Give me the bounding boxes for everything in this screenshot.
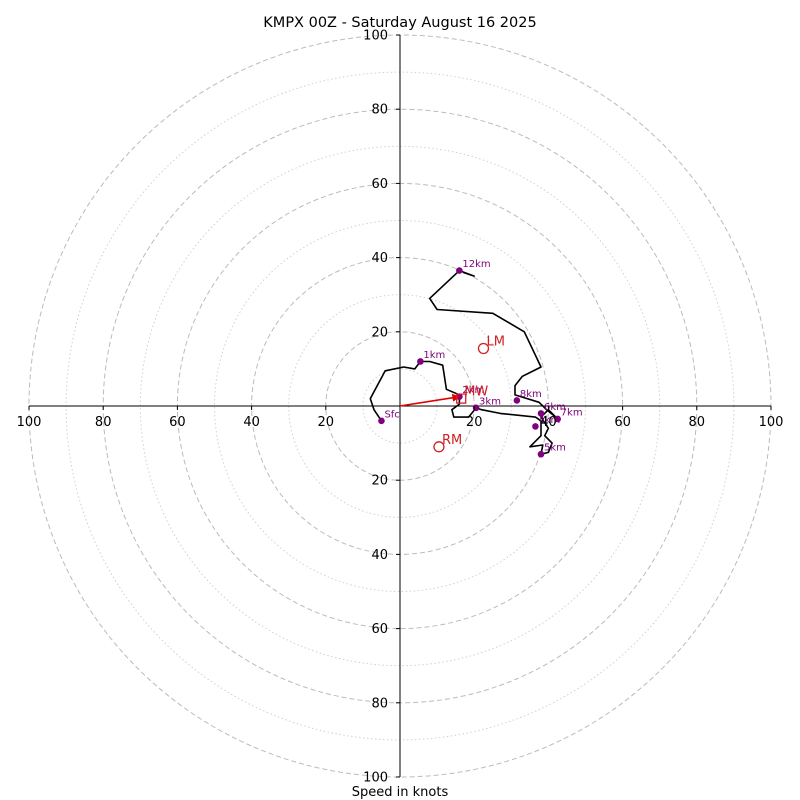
tick-labels-layer: 100 80 60 40 20 20 40 60 80 100 100 80 60 40 20 20 40 60 8… — [17, 29, 784, 786]
y-tick-label: 100 — [363, 771, 388, 786]
height-label-1km: 1km — [423, 350, 445, 361]
height-label-sfc: Sfc — [384, 409, 399, 420]
x-axis-label: Speed in knots — [352, 785, 449, 800]
x-tick-label: 80 — [95, 415, 112, 430]
height-marker-7km — [554, 415, 561, 423]
storm-motion-label-lm: LM — [486, 334, 504, 349]
y-tick-label: 20 — [371, 474, 388, 489]
x-tick-label: 60 — [169, 415, 186, 430]
storm-motion-marker-lm — [477, 342, 490, 355]
storm-motion-label-mw: MW — [464, 385, 488, 400]
y-tick-label: 60 — [371, 622, 388, 637]
hodograph-trace-line — [369, 269, 557, 456]
height-marker-1km — [417, 358, 424, 365]
storm-motion-marker-mw — [456, 393, 467, 404]
storm-motion-marker-rm — [433, 441, 445, 453]
y-tick-label: 20 — [371, 325, 388, 340]
x-tick-label: 60 — [614, 415, 631, 430]
chart-title: KMPX 00Z - Saturday August 16 2025 — [263, 15, 536, 31]
height-marker-12km — [456, 267, 463, 274]
height-marker-5km — [537, 450, 545, 458]
height-label-8km: 8km — [520, 389, 542, 400]
y-tick-label: 80 — [371, 696, 388, 711]
y-tick-label: 100 — [363, 29, 388, 44]
height-label-4km: 4km — [538, 415, 560, 426]
x-tick-label: 20 — [466, 415, 483, 430]
height-marker-8km — [513, 397, 521, 404]
storm-motion-layer: LM RM MW — [399, 334, 505, 453]
storm-motion-label-rm: RM — [442, 433, 462, 448]
x-tick-label: 20 — [318, 415, 335, 430]
height-marker-6km — [537, 410, 545, 417]
height-marker-sfc — [378, 417, 385, 425]
height-label-2km: 2km — [462, 385, 484, 396]
y-tick-label: 40 — [371, 251, 388, 266]
x-tick-label: 100 — [759, 415, 784, 430]
height-label-3km: 3km — [479, 396, 501, 407]
height-marker-4km — [532, 423, 539, 430]
y-tick-label: 80 — [371, 103, 388, 118]
hodograph-trace-layer — [369, 269, 557, 456]
height-label-12km: 12km — [462, 259, 490, 270]
x-tick-label: 100 — [17, 415, 42, 430]
y-tick-label: 40 — [371, 548, 388, 563]
shear-vector-arrow — [399, 393, 461, 407]
x-tick-label: 40 — [540, 415, 557, 430]
height-label-6km: 6km — [544, 402, 566, 413]
x-tick-label: 80 — [689, 415, 706, 430]
height-label-5km: 5km — [544, 443, 566, 454]
x-tick-label: 40 — [243, 415, 260, 430]
y-tick-label: 60 — [371, 177, 388, 192]
height-label-7km: 7km — [561, 407, 583, 418]
